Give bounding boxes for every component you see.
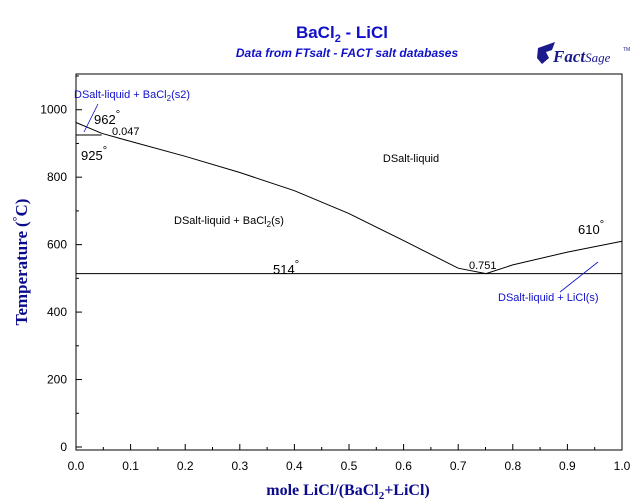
logo-fact-text: Fact — [552, 47, 586, 66]
y-tick-label: 400 — [47, 305, 67, 319]
logo-tm: TM — [623, 47, 630, 53]
y-tick-label: 800 — [47, 170, 67, 184]
x-tick-label: 0.4 — [286, 459, 303, 473]
label-047: 0.047 — [112, 126, 140, 138]
label-610: 610° — [578, 219, 604, 237]
leader-lines — [83, 103, 599, 293]
curve-liquidus-LiCl — [485, 240, 623, 275]
logo-swoosh-icon — [537, 42, 555, 64]
leader-licl — [559, 261, 599, 293]
region-bacl2s2-label: DSalt-liquid + BaCl2(s2) — [74, 89, 190, 103]
axis-tick-labels: 0.0 0.1 0.2 0.3 0.4 0.5 0.6 0.7 0.8 0.9 1.0 0 200 400… — [40, 103, 630, 473]
axis-ticks — [75, 75, 623, 450]
x-tick-label: 0.6 — [395, 459, 412, 473]
label-962: 962° — [94, 109, 120, 127]
x-tick-label: 0.0 — [68, 459, 85, 473]
leader-bacl2s2 — [83, 103, 99, 133]
plot-frame — [75, 73, 623, 451]
factsage-logo: FactSage TM — [537, 42, 630, 66]
curve-liquidus-BaCl2-s2 — [75, 122, 102, 134]
y-tick-label: 1000 — [40, 103, 67, 117]
region-liquid-label: DSalt-liquid — [383, 153, 439, 165]
phase-boundaries — [75, 122, 623, 275]
x-tick-label: 0.3 — [231, 459, 248, 473]
x-tick-label: 0.2 — [177, 459, 194, 473]
chart-title: BaCl2 - LiCl — [296, 23, 388, 45]
x-axis-label: mole LiCl/(BaCl2+LiCl) — [266, 482, 430, 502]
x-tick-label: 0.5 — [341, 459, 358, 473]
label-514: 514° — [273, 259, 299, 277]
curve-liquidus-BaCl2-s — [101, 132, 487, 275]
y-tick-label: 600 — [47, 238, 67, 252]
region-bacl2s-label: DSalt-liquid + BaCl2(s) — [174, 215, 284, 229]
x-tick-label: 1.0 — [614, 459, 631, 473]
svg-text:FactSage: FactSage — [552, 47, 611, 66]
x-tick-label: 0.9 — [559, 459, 576, 473]
chart-subtitle: Data from FTsalt - FACT salt databases — [236, 46, 459, 60]
y-tick-label: 0 — [60, 440, 67, 454]
x-tick-label: 0.8 — [504, 459, 521, 473]
label-751: 0.751 — [469, 260, 497, 272]
x-tick-label: 0.7 — [450, 459, 467, 473]
logo-sage-text: Sage — [585, 50, 611, 65]
x-tick-label: 0.1 — [122, 459, 139, 473]
label-925: 925° — [81, 145, 107, 163]
region-licl-label: DSalt-liquid + LiCl(s) — [498, 292, 599, 304]
y-axis-label: Temperature(°C) — [10, 199, 31, 326]
y-tick-label: 200 — [47, 373, 67, 387]
